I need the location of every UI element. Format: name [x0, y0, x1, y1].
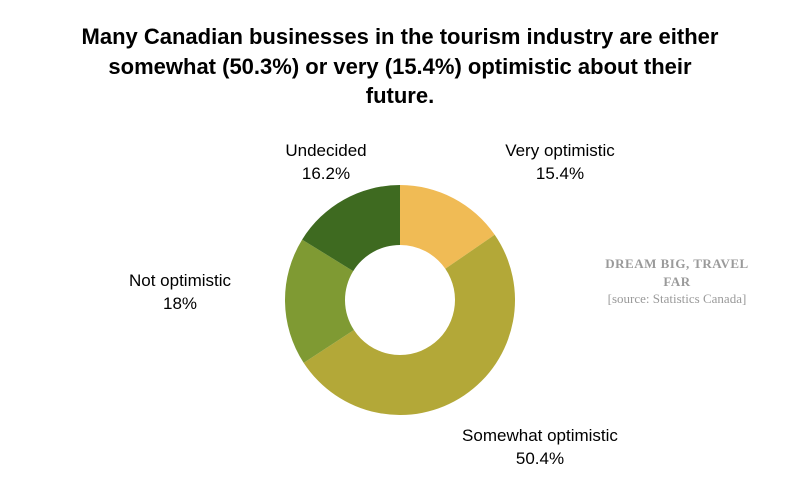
slice-label-very-optimistic: Very optimistic 15.4% — [470, 140, 650, 186]
brand-text: Dream Big, Travel Far — [602, 255, 752, 290]
slice-label-somewhat-optimistic: Somewhat optimistic 50.4% — [430, 425, 650, 471]
slice-value: 16.2% — [246, 163, 406, 186]
slice-value: 18% — [100, 293, 260, 316]
slice-value: 50.4% — [430, 448, 650, 471]
slice-name: Not optimistic — [129, 271, 231, 290]
chart-container: Many Canadian businesses in the tourism … — [0, 0, 800, 500]
donut-svg — [285, 185, 515, 415]
chart-title: Many Canadian businesses in the tourism … — [80, 22, 720, 111]
slice-name: Undecided — [285, 141, 366, 160]
slice-name: Somewhat optimistic — [462, 426, 618, 445]
slice-label-undecided: Undecided 16.2% — [246, 140, 406, 186]
source-text: [source: Statistics Canada] — [602, 290, 752, 308]
donut-chart — [285, 185, 515, 415]
slice-name: Very optimistic — [505, 141, 615, 160]
slice-value: 15.4% — [470, 163, 650, 186]
slice-label-not-optimistic: Not optimistic 18% — [100, 270, 260, 316]
attribution-block: Dream Big, Travel Far [source: Statistic… — [602, 255, 752, 308]
